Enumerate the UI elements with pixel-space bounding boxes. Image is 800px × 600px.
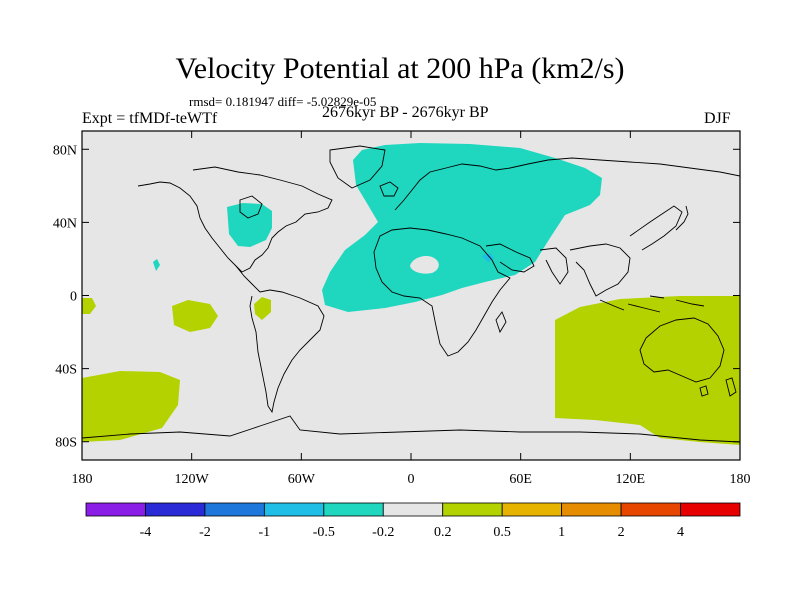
map-title: Velocity Potential at 200 hPa (km2/s) [175, 52, 625, 85]
colorbar: -4 -2 -1 -0.5 -0.2 0.2 0.5 1 2 4 [85, 502, 741, 540]
experiment-label: Expt = tfMDf-teWTf [82, 110, 218, 127]
colorbar-swatch [204, 502, 265, 517]
pos-region-east-pacific [172, 300, 218, 332]
colorbar-label: 1 [558, 525, 565, 540]
lon-tick-label: 60E [509, 472, 532, 487]
colorbar-swatch [85, 502, 146, 517]
period-label: 2676kyr BP - 2676kyr BP [322, 104, 489, 121]
colorbar-swatch [382, 502, 444, 517]
colorbar-swatch [263, 502, 325, 517]
neg-region-north-america [227, 203, 272, 247]
lon-tick-label: 180 [72, 472, 93, 487]
pos-region-south-pacific [82, 371, 180, 442]
contour-fills [82, 143, 740, 445]
colorbar-label: -2 [199, 525, 211, 540]
lat-tick-label: 40S [55, 363, 77, 378]
colorbar-swatch [501, 502, 563, 517]
colorbar-label: -4 [140, 525, 152, 540]
colorbar-label: -1 [259, 525, 271, 540]
lon-tick-label: 120W [175, 472, 210, 487]
colorbar-swatch [442, 502, 503, 517]
pos-region-indo-pacific [555, 296, 740, 445]
neg-region-pacific-spot [153, 259, 160, 271]
lat-axis: 80N 40N 0 40S 80S [53, 143, 740, 451]
small-negative-spot [482, 253, 494, 262]
colorbar-label: 0.2 [434, 525, 452, 540]
lon-tick-label: 0 [408, 472, 415, 487]
pos-region-south-america [254, 297, 271, 320]
lat-tick-label: 40N [53, 216, 77, 231]
lon-tick-label: 180 [730, 472, 751, 487]
colorbar-swatch [145, 502, 206, 517]
lat-tick-label: 0 [70, 290, 77, 305]
lat-tick-label: 80N [53, 143, 77, 158]
stats-label: rmsd= 0.181947 diff= -5.02829e-05 [189, 94, 377, 109]
lon-axis: 180 120W 60W 0 60E 120E 180 [72, 131, 751, 487]
colorbar-swatch [561, 502, 622, 517]
colorbar-label: -0.5 [313, 525, 335, 540]
neg-region-eurasia-africa [322, 143, 602, 312]
colorbar-swatch [680, 502, 741, 517]
colorbar-swatch [323, 502, 384, 517]
colorbar-label: 2 [618, 525, 625, 540]
lon-tick-label: 60W [288, 472, 316, 487]
colorbar-swatch [620, 502, 681, 517]
lon-tick-label: 120E [616, 472, 646, 487]
colorbar-label: 0.5 [493, 525, 511, 540]
coastlines [82, 145, 740, 443]
colorbar-label: 4 [677, 525, 684, 540]
lat-tick-label: 80S [55, 436, 77, 451]
colorbar-label: -0.2 [372, 525, 394, 540]
season-label: DJF [704, 110, 731, 127]
pos-region-west-edge [82, 298, 96, 314]
